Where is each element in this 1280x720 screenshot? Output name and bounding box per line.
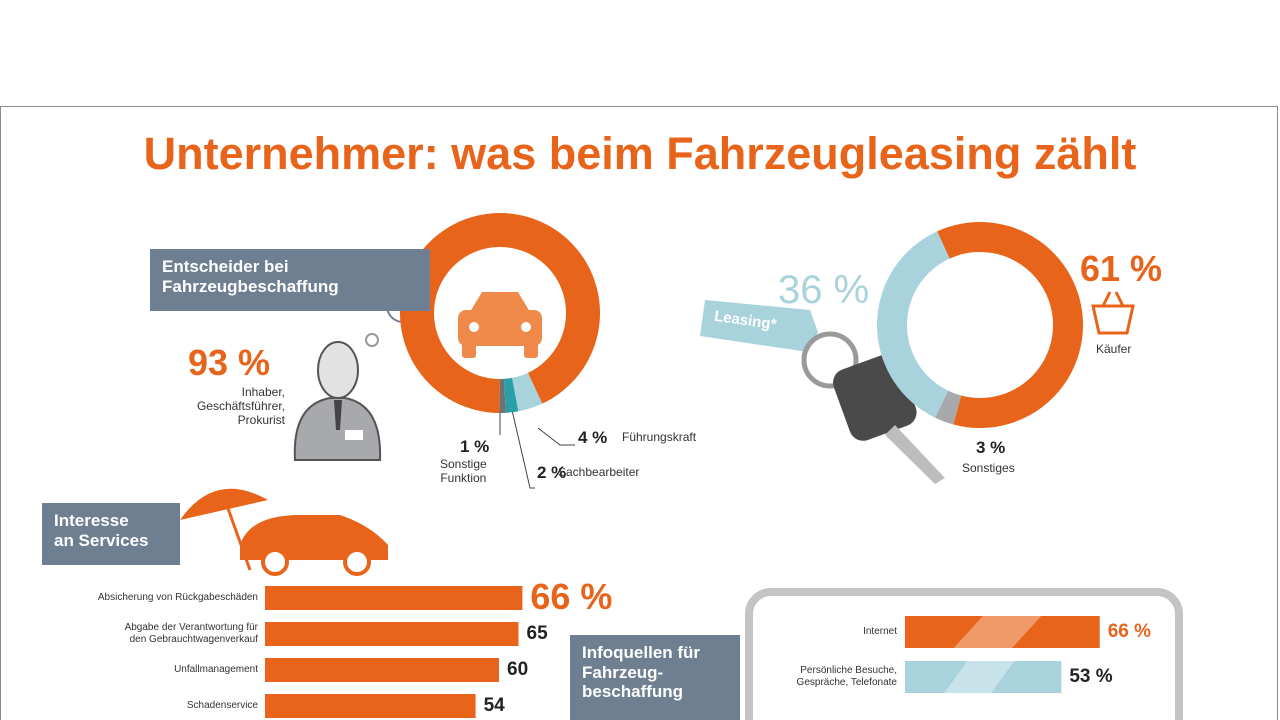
bar [905,661,1062,693]
key-icon [700,300,945,484]
umbrella-car-icon [180,488,388,576]
value-label: 54 [483,695,505,716]
donut-segment [877,231,950,418]
category-label: Käufer [1096,342,1132,356]
value-label: 93 % [188,342,271,383]
value-label: 65 [526,623,548,644]
donut-segment [503,377,519,413]
bar [265,622,519,646]
title: Unternehmer: was beim Fahrzeugleasing zä… [143,128,1137,179]
category-label: Führungskraft [622,430,697,444]
person-icon [293,341,382,461]
bar [265,586,523,610]
category-label: Abgabe der Verantwortung für den Gebrauc… [124,622,258,645]
value-label: 53 % [1069,666,1113,687]
value-label: 66 % [1107,621,1151,642]
section-heading: Entscheider bei Fahrzeugbeschaffung [150,249,430,311]
info-box [745,588,1183,720]
category-label: Absicherung von Rückgabeschäden [97,592,258,603]
donut-segment [512,372,543,412]
bar [905,616,1100,648]
leader-lines [499,409,575,489]
category-label: Internet [863,626,897,637]
bar-highlight [944,661,1015,693]
section-heading: Interesse an Services [42,503,180,565]
value-label: 4 % [578,428,608,447]
donut-segment [935,390,962,425]
bar [265,658,499,682]
category-label: Persönliche Besuche, Gespräche, Telefona… [796,665,897,688]
category-label: Sonstige Funktion [440,457,487,485]
category-label: Unfallmanagement [174,664,258,675]
category-label: Sonstiges [962,461,1015,475]
value-label: 61 % [1080,248,1163,289]
donut-segment [499,378,506,413]
value-label: 1 % [460,437,490,456]
value-label: 36 % [778,268,870,312]
donut-segment [400,212,600,413]
car-icon [458,292,542,358]
donut-segment [937,221,1084,429]
value-label: 60 [507,659,529,680]
bar-highlight [953,616,1042,648]
category-label: Inhaber, Geschäftsführer, Prokurist [196,385,285,427]
value-label: 66 % [530,576,613,617]
frame [0,106,1278,720]
value-label: 2 % [537,463,567,482]
bubble [365,333,379,347]
basket-icon [1091,291,1135,335]
section-heading: Infoquellen für Fahrzeug- beschaffung [570,635,740,720]
value-label: 3 % [976,438,1006,457]
bar [265,694,476,718]
category-label: Schadenservice [186,700,258,711]
category-label: Sachbearbeiter [558,465,640,479]
